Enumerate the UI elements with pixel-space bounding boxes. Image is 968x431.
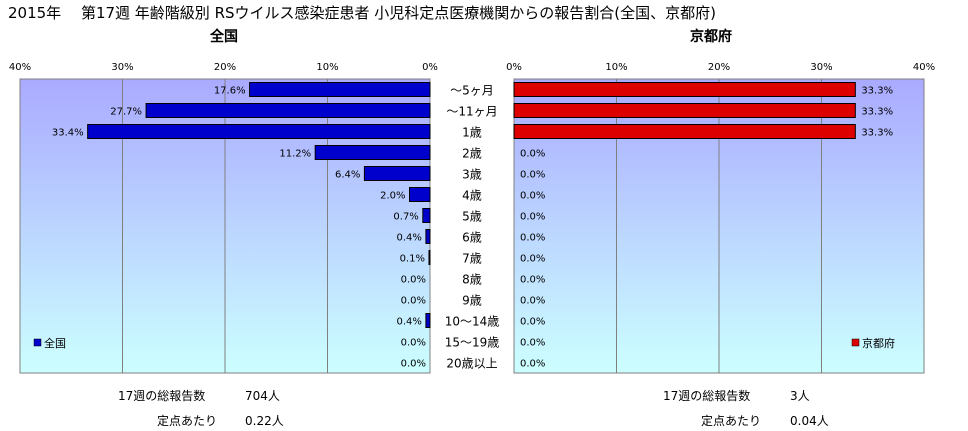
kyoto-data-label: 0.0% bbox=[520, 233, 545, 244]
national-data-label: 27.7% bbox=[110, 107, 142, 118]
national-data-label: 0.4% bbox=[396, 233, 421, 244]
kyoto-bar bbox=[513, 103, 856, 118]
national-data-label: 2.0% bbox=[380, 191, 405, 202]
national-x-tick-label: 10% bbox=[316, 62, 338, 73]
national-data-label: 0.0% bbox=[401, 359, 426, 370]
kyoto-data-label: 0.0% bbox=[520, 338, 545, 349]
national-x-tick-label: 0% bbox=[422, 62, 438, 73]
category-label: 4歳 bbox=[462, 189, 482, 203]
category-label: 1歳 bbox=[462, 126, 482, 140]
category-label: 5歳 bbox=[462, 210, 482, 224]
category-label: 6歳 bbox=[462, 231, 482, 245]
national-bar bbox=[425, 313, 431, 328]
kyoto-x-tick-label: 0% bbox=[506, 62, 522, 73]
national-bar bbox=[422, 208, 431, 223]
national-data-label: 0.7% bbox=[393, 212, 418, 223]
kyoto-chart-title: 京都府 bbox=[690, 29, 732, 45]
national-total-value: 704人 bbox=[245, 389, 280, 403]
kyoto-bar bbox=[513, 124, 856, 139]
national-data-label: 33.4% bbox=[52, 128, 84, 139]
national-data-label: 0.4% bbox=[396, 317, 421, 328]
kyoto-data-label: 33.3% bbox=[861, 128, 893, 139]
kyoto-x-tick-label: 10% bbox=[605, 62, 627, 73]
national-per-label: 定点あたり bbox=[157, 414, 218, 428]
kyoto-data-label: 33.3% bbox=[861, 86, 893, 97]
national-bar bbox=[87, 124, 431, 139]
national-legend-label: 全国 bbox=[44, 336, 66, 350]
national-bar bbox=[425, 229, 431, 244]
national-total-label: 17週の総報告数 bbox=[118, 389, 206, 403]
national-data-label: 11.2% bbox=[279, 149, 311, 160]
national-data-label: 0.0% bbox=[401, 338, 426, 349]
national-data-label: 17.6% bbox=[214, 86, 246, 97]
kyoto-x-tick-label: 20% bbox=[708, 62, 730, 73]
national-data-label: 0.0% bbox=[401, 296, 426, 307]
page-title: 2015年 第17週 年齢階級別 RSウイルス感染症患者 小児科定点医療機関から… bbox=[8, 4, 716, 22]
kyoto-legend-label: 京都府 bbox=[862, 336, 895, 350]
national-bar bbox=[314, 145, 431, 160]
kyoto-x-tick-label: 40% bbox=[913, 62, 935, 73]
kyoto-data-label: 0.0% bbox=[520, 191, 545, 202]
national-bar bbox=[363, 166, 431, 181]
national-data-label: 0.1% bbox=[400, 254, 425, 265]
category-label: ～11ヶ月 bbox=[446, 105, 497, 119]
national-bar bbox=[145, 103, 431, 118]
national-per-value: 0.22人 bbox=[245, 414, 284, 428]
kyoto-total-label: 17週の総報告数 bbox=[663, 389, 751, 403]
kyoto-total-value: 3人 bbox=[790, 389, 810, 403]
category-label: 8歳 bbox=[462, 273, 482, 287]
kyoto-data-label: 0.0% bbox=[520, 254, 545, 265]
kyoto-bar bbox=[513, 82, 856, 97]
kyoto-data-label: 0.0% bbox=[520, 275, 545, 286]
kyoto-data-label: 0.0% bbox=[520, 170, 545, 181]
kyoto-data-label: 0.0% bbox=[520, 317, 545, 328]
category-label: 3歳 bbox=[462, 168, 482, 182]
category-label: 7歳 bbox=[462, 252, 482, 266]
kyoto-per-value: 0.04人 bbox=[790, 414, 829, 428]
category-label: 20歳以上 bbox=[446, 357, 497, 371]
kyoto-data-label: 0.0% bbox=[520, 212, 545, 223]
kyoto-x-tick-label: 30% bbox=[810, 62, 832, 73]
national-data-label: 0.0% bbox=[401, 275, 426, 286]
kyoto-data-label: 0.0% bbox=[520, 149, 545, 160]
kyoto-data-label: 33.3% bbox=[861, 107, 893, 118]
category-label: 2歳 bbox=[462, 147, 482, 161]
national-legend-swatch bbox=[33, 338, 42, 347]
national-chart-title: 全国 bbox=[210, 29, 238, 45]
category-label: 10～14歳 bbox=[445, 315, 500, 329]
category-label: ～5ヶ月 bbox=[450, 84, 494, 98]
national-data-label: 6.4% bbox=[335, 170, 360, 181]
national-x-tick-label: 30% bbox=[111, 62, 133, 73]
kyoto-data-label: 0.0% bbox=[520, 359, 545, 370]
category-label: 15～19歳 bbox=[445, 336, 500, 350]
kyoto-legend-swatch bbox=[851, 338, 860, 347]
kyoto-per-label: 定点あたり bbox=[701, 414, 762, 428]
national-bar bbox=[428, 250, 431, 265]
national-x-tick-label: 20% bbox=[214, 62, 236, 73]
national-bar bbox=[249, 82, 431, 97]
national-x-tick-label: 40% bbox=[9, 62, 31, 73]
kyoto-data-label: 0.0% bbox=[520, 296, 545, 307]
national-bar bbox=[409, 187, 431, 202]
category-label: 9歳 bbox=[462, 294, 482, 308]
